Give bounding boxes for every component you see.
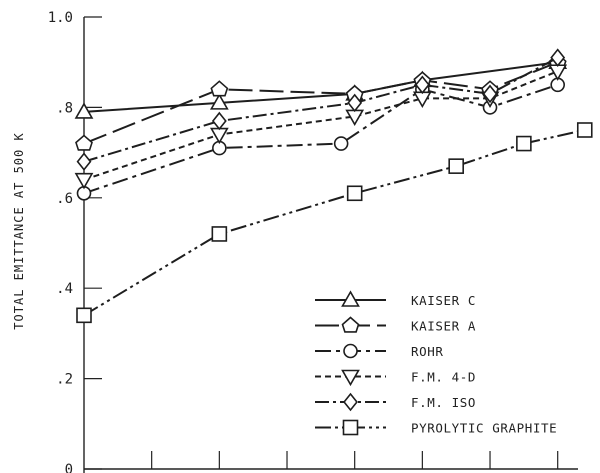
triangle-down-marker [209, 127, 229, 145]
square-marker [516, 135, 532, 152]
series-line [83, 61, 559, 145]
square-marker [346, 185, 363, 202]
series-line [83, 56, 559, 163]
legend-item: KAISER C [315, 290, 476, 308]
diamond-marker [76, 152, 92, 171]
legend-label: F.M. ISO [411, 395, 476, 410]
diamond-marker [343, 392, 358, 412]
triangle-up-marker [209, 93, 229, 110]
circle-marker [343, 343, 358, 359]
y-tick-label: .2 [56, 372, 73, 388]
series-line [83, 129, 585, 317]
y-tick-label: .6 [56, 191, 73, 207]
triangle-down-marker [74, 172, 94, 190]
legend-label: F.M. 4-D [411, 370, 476, 385]
series-layer [74, 48, 593, 324]
legend-label: PYROLYTIC GRAPHITE [411, 421, 557, 436]
diamond-marker [550, 48, 566, 67]
circle-marker [333, 136, 349, 151]
square-marker [448, 158, 464, 174]
square-marker [211, 226, 228, 242]
y-tick-label: .8 [56, 100, 73, 116]
legend-item: F.M. 4-D [315, 369, 476, 387]
diamond-marker [211, 111, 227, 131]
legend-label: ROHR [411, 344, 444, 359]
legend-label: KAISER C [411, 293, 476, 308]
triangle-up-marker [74, 102, 94, 119]
triangle-up-marker [341, 290, 360, 307]
diamond-marker [414, 75, 430, 95]
triangle-down-marker [341, 369, 360, 387]
legend-item: ROHR [315, 343, 444, 359]
pentagon-marker [341, 316, 360, 333]
pentagon-marker [75, 134, 93, 151]
square-marker [342, 419, 359, 436]
axes: 0 .2 .4 .6 .8 1.0 TOTAL EMITTANCE AT 500 K [12, 10, 578, 473]
series-line [83, 83, 559, 195]
pentagon-marker [210, 80, 229, 97]
y-tick-label: 1.0 [48, 10, 73, 26]
series-f-m-iso [76, 48, 566, 171]
legend-label: KAISER A [411, 319, 476, 334]
legend-item: PYROLYTIC GRAPHITE [315, 419, 557, 436]
legend-item: F.M. ISO [315, 392, 476, 412]
legend: KAISER C KAISER A ROHR F.M. 4-D F.M. ISO PYRO… [315, 290, 557, 436]
series-pyrolytic-graphite [76, 122, 593, 324]
square-marker [76, 307, 92, 324]
square-marker [576, 122, 593, 138]
y-tick-label: 0 [65, 462, 73, 473]
diamond-marker [347, 93, 363, 113]
y-tick-label: .4 [56, 281, 73, 297]
diamond-marker [482, 84, 498, 104]
y-axis-title: TOTAL EMITTANCE AT 500 K [12, 132, 26, 329]
series-rohr [76, 77, 565, 201]
triangle-down-marker [548, 64, 568, 81]
series-line [83, 70, 559, 181]
legend-item: KAISER A [315, 316, 476, 334]
